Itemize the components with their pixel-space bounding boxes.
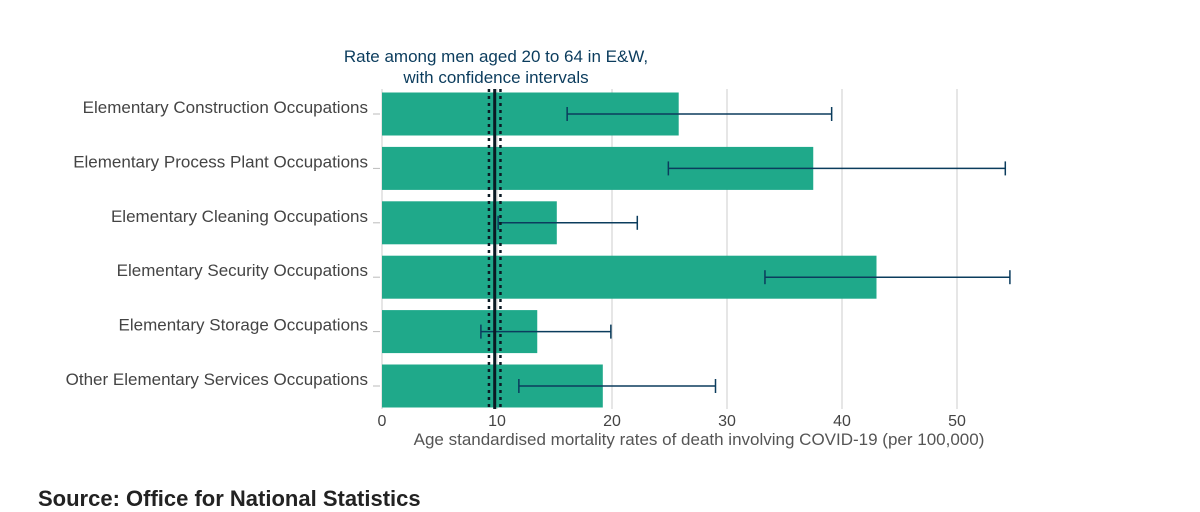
x-tick-labels: 0 10 20 30 40 50 [378,413,966,430]
source-footer: Source: Office for National Statistics [38,486,421,511]
bars [382,92,877,408]
bar-chart: Elementary Construction Occupations Eleme… [66,47,1011,449]
category-label: Elementary Security Occupations [117,261,368,280]
category-label: Elementary Process Plant Occupations [73,152,368,171]
category-label: Other Elementary Services Occupations [66,370,368,389]
error-bars [480,107,1011,393]
reference-lines [487,89,502,409]
reference-annotation-line2: with confidence intervals [402,68,588,87]
x-tick-label: 10 [488,413,506,430]
x-tick-label: 20 [603,413,621,430]
x-tick-label: 30 [718,413,736,430]
category-label: Elementary Storage Occupations [119,316,368,335]
gridlines [381,89,958,409]
x-tick-label: 40 [833,413,851,430]
category-labels: Elementary Construction Occupations Eleme… [66,98,380,389]
x-tick-label: 0 [378,413,387,430]
category-label: Elementary Construction Occupations [83,98,368,117]
reference-annotation-line1: Rate among men aged 20 to 64 in E&W, [344,47,648,66]
category-label: Elementary Cleaning Occupations [111,207,368,226]
x-axis-title: Age standardised mortality rates of deat… [414,430,985,449]
x-tick-label: 50 [948,413,966,430]
